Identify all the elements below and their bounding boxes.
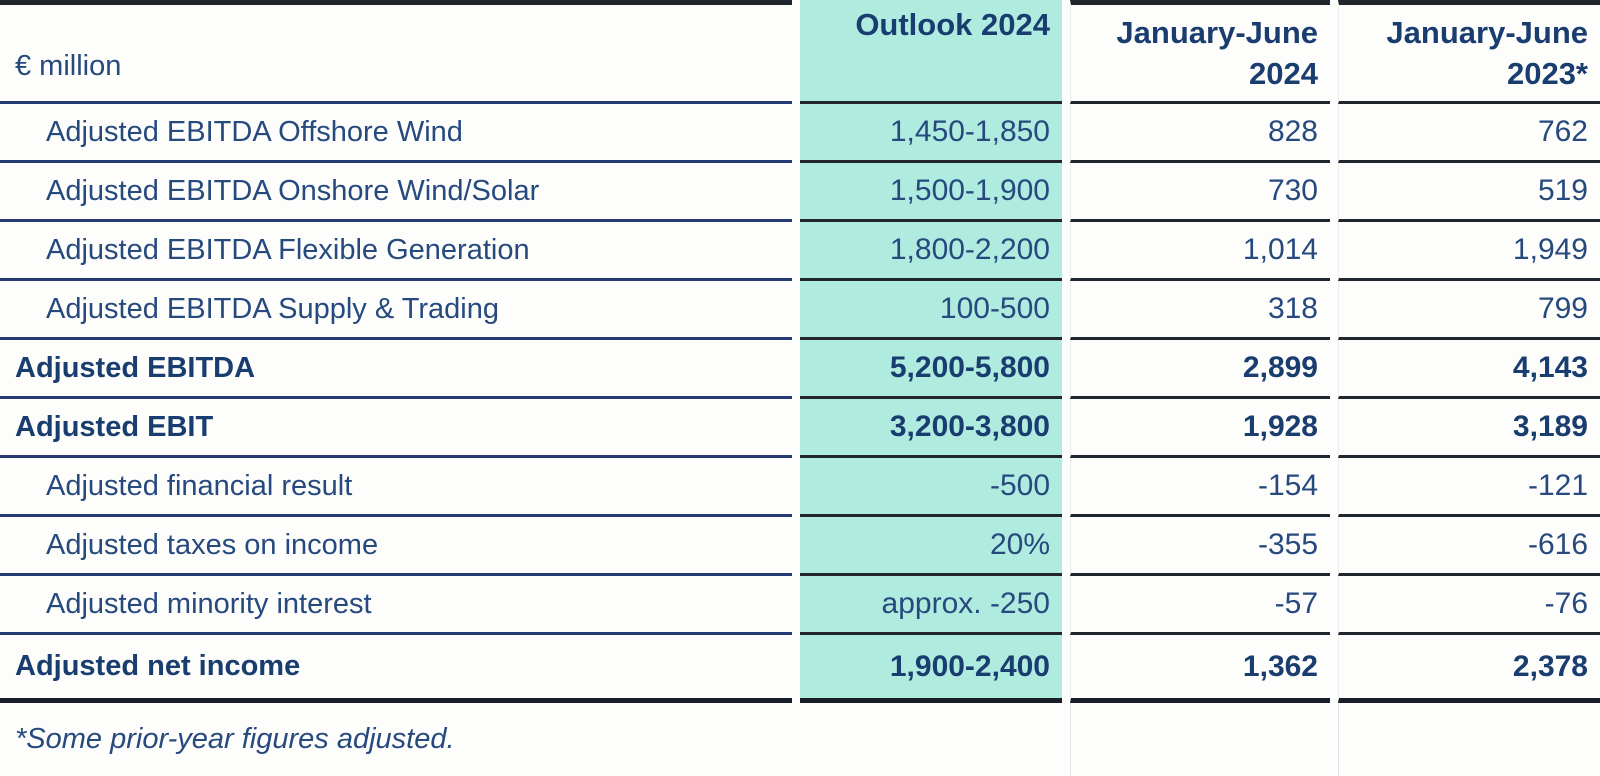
cell-outlook-2024: 100-500 [800, 281, 1062, 340]
column-header-january-june-2024: January-June 2024 [1070, 0, 1330, 104]
column-header-line: Outlook 2024 [855, 7, 1050, 42]
column-header-line: 2024 [1249, 56, 1318, 91]
cell-january-june-2024: -57 [1070, 576, 1330, 635]
column-header-line: 2023* [1506, 56, 1588, 91]
footnote-column-divider [1338, 703, 1600, 776]
cell-january-june-2023: -121 [1338, 458, 1600, 517]
cell-january-june-2024: 1,014 [1070, 222, 1330, 281]
cell-january-june-2024: 1,362 [1070, 635, 1330, 703]
cell-outlook-2024: 5,200-5,800 [800, 340, 1062, 399]
cell-january-june-2023: 519 [1338, 163, 1600, 222]
cell-january-june-2024: -154 [1070, 458, 1330, 517]
cell-january-june-2023: 4,143 [1338, 340, 1600, 399]
cell-january-june-2023: -76 [1338, 576, 1600, 635]
column-header-line: January-June [1386, 15, 1588, 50]
cell-january-june-2024: -355 [1070, 517, 1330, 576]
column-header-lines: January-June 2024 [1116, 12, 1318, 94]
footnote: *Some prior-year figures adjusted. [15, 723, 455, 755]
unit-label: € million [0, 0, 792, 104]
column-header-outlook-2024: Outlook 2024 [800, 0, 1062, 104]
row-label: Adjusted EBIT [0, 399, 792, 458]
row-label: Adjusted EBITDA Flexible Generation [0, 222, 792, 281]
cell-january-june-2024: 828 [1070, 104, 1330, 163]
row-label: Adjusted EBITDA Onshore Wind/Solar [0, 163, 792, 222]
column-header-lines: January-June 2023* [1386, 12, 1588, 94]
cell-outlook-2024: 1,800-2,200 [800, 222, 1062, 281]
cell-january-june-2024: 730 [1070, 163, 1330, 222]
cell-outlook-2024: -500 [800, 458, 1062, 517]
cell-january-june-2024: 2,899 [1070, 340, 1330, 399]
column-header-line: January-June [1116, 15, 1318, 50]
cell-outlook-2024: 3,200-3,800 [800, 399, 1062, 458]
column-header-january-june-2023: January-June 2023* [1338, 0, 1600, 104]
row-label: Adjusted EBITDA [0, 340, 792, 399]
row-label: Adjusted net income [0, 635, 792, 703]
cell-january-june-2024: 318 [1070, 281, 1330, 340]
cell-january-june-2023: 3,189 [1338, 399, 1600, 458]
cell-january-june-2024: 1,928 [1070, 399, 1330, 458]
cell-january-june-2023: 762 [1338, 104, 1600, 163]
row-label: Adjusted minority interest [0, 576, 792, 635]
row-label: Adjusted EBITDA Supply & Trading [0, 281, 792, 340]
row-label: Adjusted EBITDA Offshore Wind [0, 104, 792, 163]
cell-outlook-2024: 1,900-2,400 [800, 635, 1062, 703]
cell-outlook-2024: approx. -250 [800, 576, 1062, 635]
footnote-column-divider [1070, 703, 1330, 776]
cell-january-june-2023: 799 [1338, 281, 1600, 340]
cell-outlook-2024: 20% [800, 517, 1062, 576]
cell-outlook-2024: 1,450-1,850 [800, 104, 1062, 163]
row-label: Adjusted financial result [0, 458, 792, 517]
cell-january-june-2023: 2,378 [1338, 635, 1600, 703]
cell-outlook-2024: 1,500-1,900 [800, 163, 1062, 222]
row-label: Adjusted taxes on income [0, 517, 792, 576]
cell-january-june-2023: 1,949 [1338, 222, 1600, 281]
cell-january-june-2023: -616 [1338, 517, 1600, 576]
